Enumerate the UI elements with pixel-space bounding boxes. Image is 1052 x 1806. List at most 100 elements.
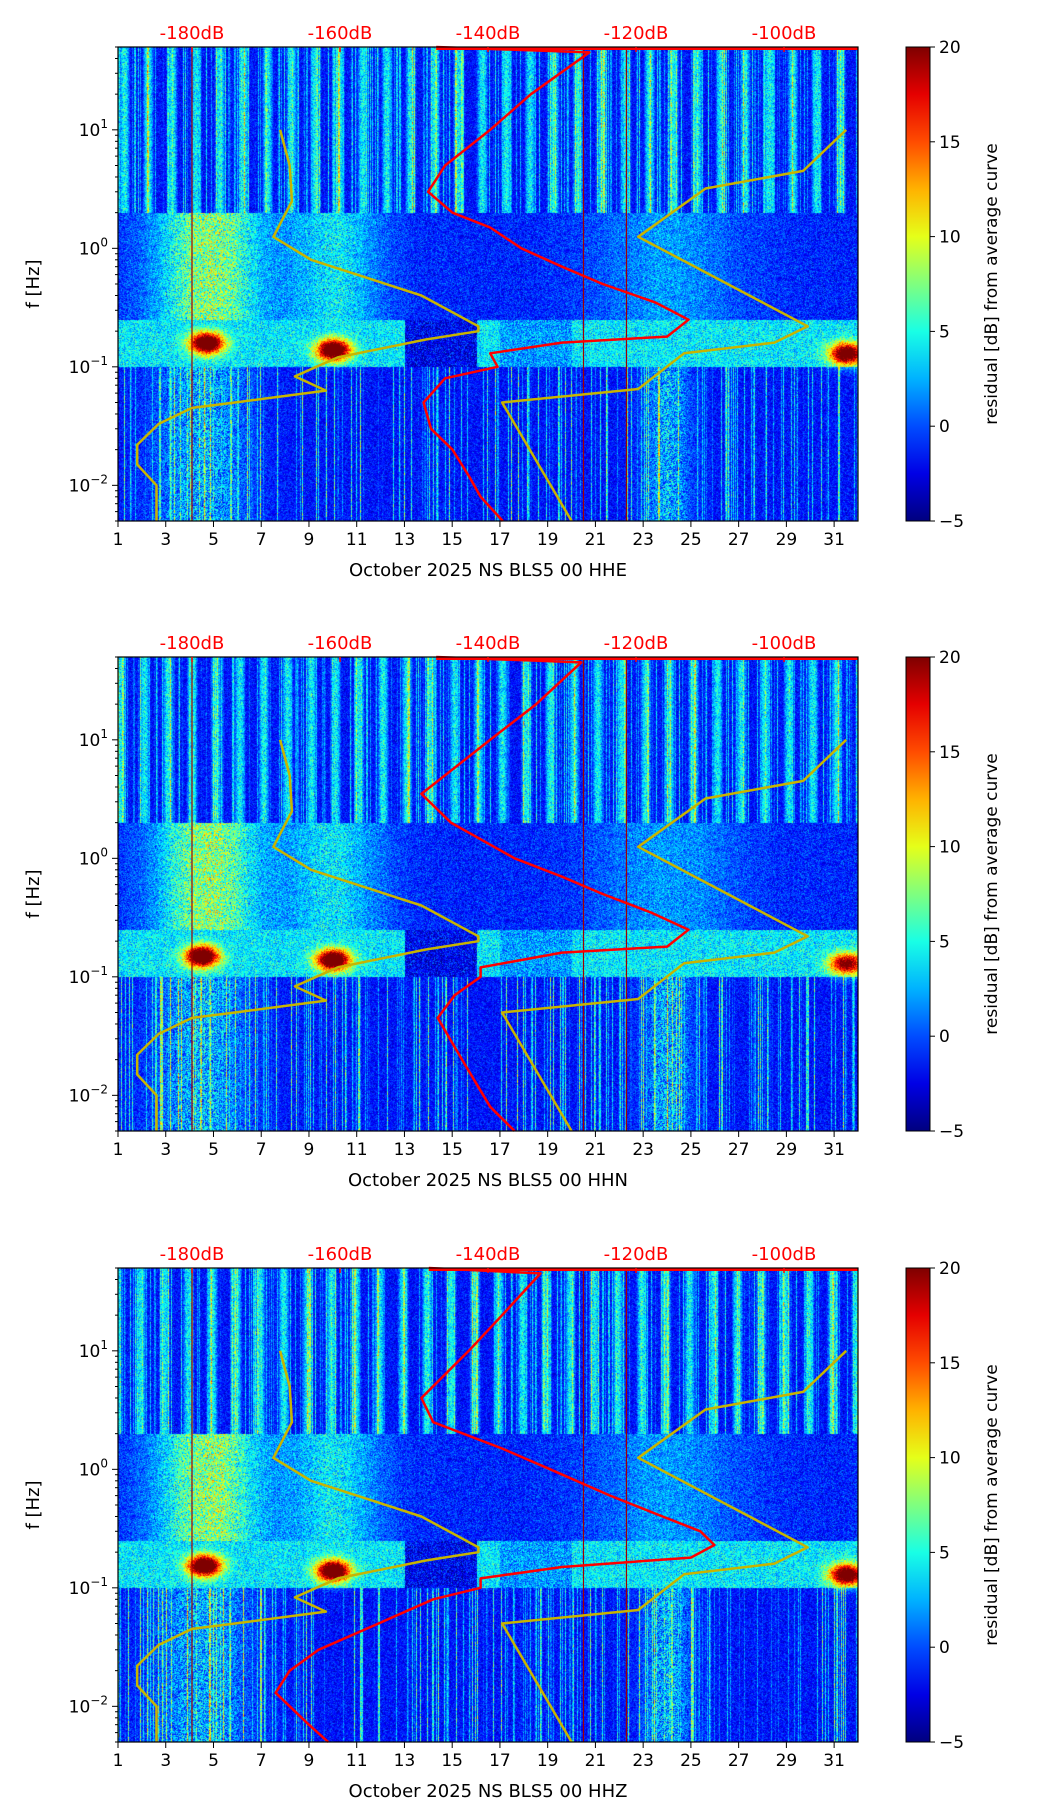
colorbar-label: residual [dB] from average curve: [982, 753, 1002, 1034]
colorbar-tick-label: 15: [939, 743, 961, 763]
x-tick-label: 23: [632, 1751, 654, 1771]
x-tick-label: 13: [394, 530, 416, 550]
y-tick-exponent: 0: [100, 1456, 108, 1470]
db-tick-label: -180dB: [160, 1244, 225, 1265]
y-tick-label: 100: [79, 235, 108, 259]
db-tick-label: -120dB: [604, 633, 669, 654]
colorbar-tick-label: 20: [939, 648, 961, 668]
x-tick-label: 31: [823, 530, 845, 550]
x-tick-label: 27: [728, 1751, 750, 1771]
x-tick-label: 21: [585, 1751, 607, 1771]
x-tick-label: 15: [441, 1140, 463, 1160]
y-tick-base: 10: [69, 476, 91, 496]
x-tick-label: 25: [680, 530, 702, 550]
colorbar-label: residual [dB] from average curve: [982, 1364, 1002, 1645]
x-tick-label: 5: [208, 530, 219, 550]
nlnm-curve: [135, 1350, 480, 1742]
plot-frame: [117, 1267, 859, 1743]
y-tick-base: 10: [79, 1342, 101, 1362]
x-tick-label: 17: [489, 1140, 511, 1160]
db-tick-label: -100dB: [752, 633, 817, 654]
y-tick-base: 10: [69, 968, 91, 988]
x-tick-label: 1: [113, 1140, 124, 1160]
x-tick-label: 11: [346, 530, 368, 550]
x-tick-label: 31: [823, 1140, 845, 1160]
x-tick-label: 25: [680, 1751, 702, 1771]
x-tick-label: 9: [304, 1140, 315, 1160]
y-tick-label: 10−1: [69, 354, 108, 378]
x-tick-label: 21: [585, 530, 607, 550]
x-tick-label: 29: [776, 1751, 798, 1771]
x-tick-label: 7: [256, 530, 267, 550]
x-tick-label: 15: [441, 530, 463, 550]
y-tick-exponent: −1: [90, 964, 108, 978]
db-tick-label: -160dB: [308, 23, 373, 44]
x-tick-label: 9: [304, 530, 315, 550]
x-tick-label: 17: [489, 1751, 511, 1771]
y-tick-base: 10: [69, 1697, 91, 1717]
x-tick-label: 29: [776, 530, 798, 550]
db-tick-label: -140dB: [456, 23, 521, 44]
y-tick-label: 10−2: [69, 472, 108, 496]
nlnm-curve: [135, 739, 480, 1131]
x-tick-label: 19: [537, 1751, 559, 1771]
plot-frame: [117, 656, 859, 1132]
nlnm-curve: [135, 129, 480, 521]
y-tick-exponent: 1: [100, 727, 108, 741]
db-tick-label: -120dB: [604, 1244, 669, 1265]
colorbar-tick-label: 5: [939, 932, 950, 952]
colorbar-tick-label: −5: [939, 512, 964, 532]
x-tick-label: 9: [304, 1751, 315, 1771]
x-tick-label: 7: [256, 1751, 267, 1771]
x-tick-label: 19: [537, 530, 559, 550]
y-tick-label: 101: [79, 727, 108, 751]
x-tick-label: 11: [346, 1751, 368, 1771]
x-tick-label: 19: [537, 1140, 559, 1160]
colorbar-tick-label: 15: [939, 1354, 961, 1374]
y-tick-label: 10−2: [69, 1082, 108, 1106]
colorbar-tick-label: 5: [939, 1543, 950, 1563]
colorbar-tick-label: −5: [939, 1122, 964, 1142]
x-tick-label: 7: [256, 1140, 267, 1160]
x-tick-label: 31: [823, 1751, 845, 1771]
y-tick-exponent: 0: [100, 235, 108, 249]
colorbar-tick-label: 0: [939, 417, 950, 437]
colorbar-tick-label: −5: [939, 1733, 964, 1753]
spectrogram: [118, 1268, 858, 1742]
y-tick-base: 10: [79, 239, 101, 259]
psd-curve: [422, 45, 690, 522]
y-tick-label: 10−1: [69, 1575, 108, 1599]
x-tick-label: 17: [489, 530, 511, 550]
y-tick-label: 101: [79, 1338, 108, 1362]
db-tick-label: -180dB: [160, 633, 225, 654]
colorbar-tick-label: 15: [939, 133, 961, 153]
x-tick-label: 3: [160, 1751, 171, 1771]
y-tick-exponent: −1: [90, 1575, 108, 1589]
db-tick-label: -140dB: [456, 1244, 521, 1265]
x-tick-label: 27: [728, 530, 750, 550]
y-tick-base: 10: [79, 1460, 101, 1480]
y-tick-exponent: 1: [100, 1338, 108, 1352]
x-tick-label: 13: [394, 1140, 416, 1160]
db-tick-label: -140dB: [456, 633, 521, 654]
y-tick-label: 100: [79, 1456, 108, 1480]
colorbar-tick-label: 10: [939, 838, 961, 858]
x-tick-label: 1: [113, 530, 124, 550]
x-tick-label: 13: [394, 1751, 416, 1771]
y-tick-label: 10−2: [69, 1693, 108, 1717]
y-tick-label: 101: [79, 117, 108, 141]
x-tick-label: 11: [346, 1140, 368, 1160]
y-tick-exponent: −2: [90, 1082, 108, 1096]
nhnm-curve: [500, 738, 848, 1132]
db-tick-label: -120dB: [604, 23, 669, 44]
colorbar-label: residual [dB] from average curve: [982, 143, 1002, 424]
y-tick-exponent: −2: [90, 1693, 108, 1707]
y-tick-base: 10: [79, 121, 101, 141]
y-tick-exponent: 1: [100, 117, 108, 131]
x-tick-label: 21: [585, 1140, 607, 1160]
db-tick-label: -180dB: [160, 23, 225, 44]
nhnm-curve: [500, 1349, 848, 1743]
